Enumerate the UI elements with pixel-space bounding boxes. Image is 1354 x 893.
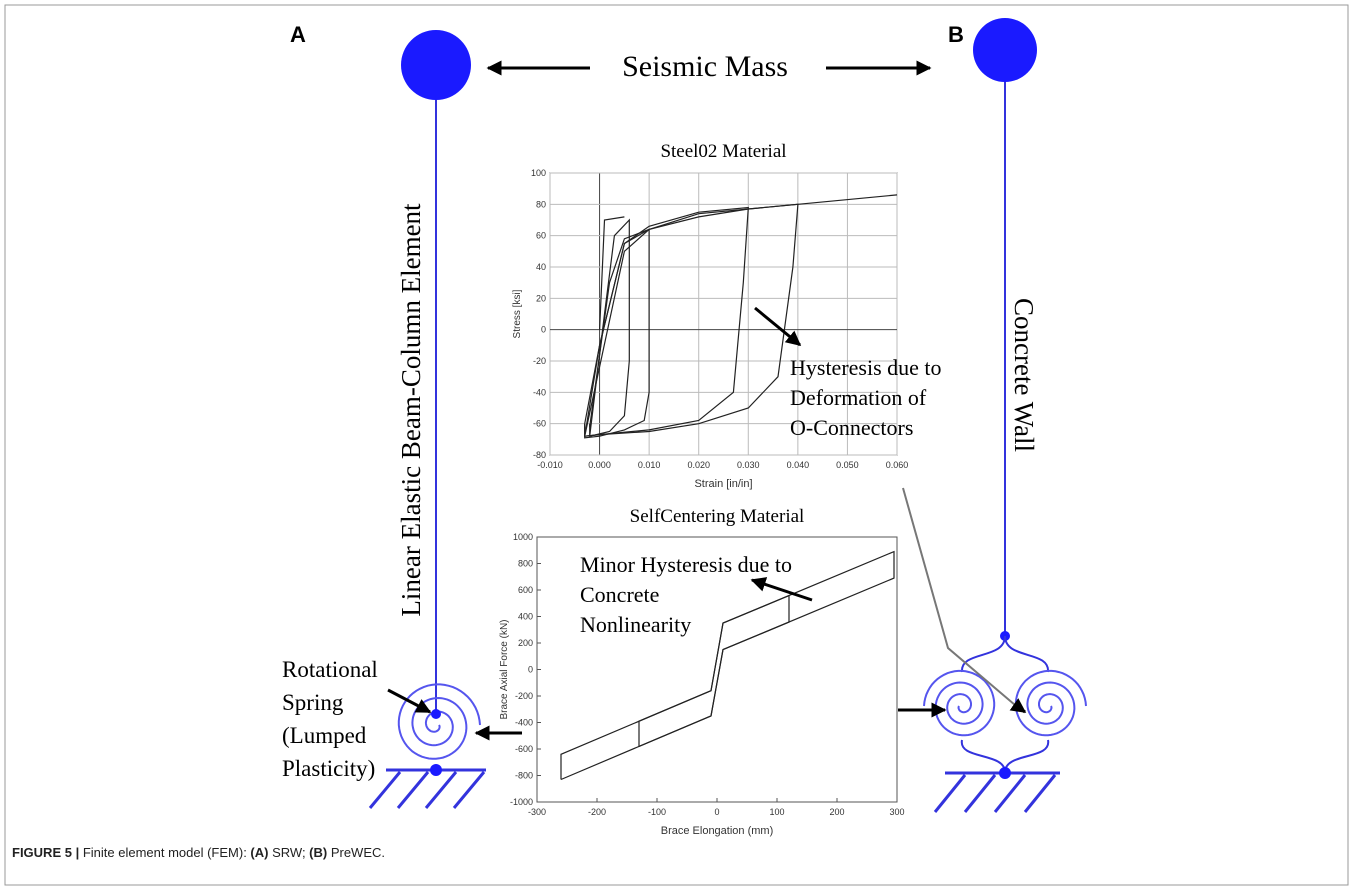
spiral	[923, 669, 996, 737]
x-tick-label: -0.010	[537, 460, 563, 470]
text-line: O-Connectors	[790, 415, 913, 440]
mass	[973, 18, 1037, 82]
x-tick-label: 0.010	[638, 460, 661, 470]
caption-part: (B)	[309, 845, 328, 860]
charts: Steel02 Material Strain [in/in] Stress [ks…	[499, 141, 908, 837]
x-tick-label: 200	[829, 807, 844, 817]
y-tick-label: -400	[515, 718, 533, 728]
caption-part: SRW;	[268, 845, 310, 860]
y-tick-label: 800	[518, 559, 533, 569]
spring-label: Rotational Spring (Lumped Plasticity)	[282, 657, 378, 781]
plot-area	[536, 536, 898, 803]
text-line: Concrete	[580, 582, 659, 607]
y-tick-label: -20	[533, 356, 546, 366]
y-tick-label: 400	[518, 612, 533, 622]
wall-label: Concrete Wall	[1009, 298, 1039, 452]
chart-title: Steel02 Material	[660, 141, 786, 162]
curve	[638, 594, 790, 747]
wall-link	[960, 635, 1050, 773]
text-line: Hysteresis due to	[790, 355, 942, 380]
column-label: Linear Elastic Beam-Column Element	[396, 203, 426, 617]
plot-area	[549, 172, 898, 456]
y-tick-label: 0	[528, 665, 533, 675]
arrow	[754, 306, 802, 347]
y-tick-label: 1000	[513, 532, 533, 542]
panel-label: A	[290, 22, 306, 47]
spring	[397, 683, 481, 760]
curve	[584, 228, 650, 439]
caption-part: FIGURE 5 |	[12, 845, 80, 860]
y-tick-label: -800	[515, 771, 533, 781]
leader-line	[902, 487, 1016, 706]
spiral	[1014, 669, 1087, 737]
x-tick-label: 0.030	[737, 460, 760, 470]
hatch	[368, 771, 486, 809]
text-line: (Lumped	[282, 723, 367, 748]
y-tick-label: -80	[533, 450, 546, 460]
mass	[401, 30, 471, 100]
y-tick-label: 0	[541, 325, 546, 335]
node	[999, 767, 1011, 779]
x-axis-label: Strain [in/in]	[694, 478, 752, 490]
text-line: Minor Hysteresis due to	[580, 552, 792, 577]
y-tick-label: 600	[518, 585, 533, 595]
y-tick-label: 100	[531, 168, 546, 178]
x-tick-label: 0.000	[588, 460, 611, 470]
y-tick-label: 40	[536, 262, 546, 272]
x-tick-label: 0.020	[687, 460, 710, 470]
caption-part: Finite element model (FEM):	[79, 845, 251, 860]
y-tick-label: -200	[515, 691, 533, 701]
frame	[4, 4, 1349, 886]
y-tick-label: -600	[515, 744, 533, 754]
y-tick-label: 200	[518, 638, 533, 648]
x-tick-label: 0.050	[836, 460, 859, 470]
x-tick-label: 300	[889, 807, 904, 817]
caption-part: PreWEC.	[327, 845, 386, 860]
text-line: Spring	[282, 690, 344, 715]
text-line: Rotational	[282, 657, 378, 682]
curve	[599, 216, 625, 330]
hatch	[933, 774, 1057, 813]
y-tick-label: -1000	[510, 797, 533, 807]
x-tick-label: -300	[528, 807, 546, 817]
text-line: Deformation of	[790, 385, 927, 410]
x-tick-label: -100	[648, 807, 666, 817]
arrow	[1009, 698, 1027, 714]
arrow	[387, 688, 432, 714]
text-line: Plasticity)	[282, 756, 375, 781]
node	[431, 709, 441, 719]
node	[430, 764, 442, 776]
caption: FIGURE 5 | Finite element model (FEM): (…	[12, 845, 385, 860]
chart-title: SelfCentering Material	[630, 506, 805, 527]
arrow	[750, 577, 813, 602]
x-tick-label: -200	[588, 807, 606, 817]
y-axis-label: Brace Axial Force (kN)	[499, 619, 510, 719]
spiral	[397, 683, 481, 760]
y-tick-label: 80	[536, 199, 546, 209]
caption-part: (A)	[250, 845, 269, 860]
x-tick-label: 0	[714, 807, 719, 817]
panel-label: B	[948, 22, 964, 47]
y-tick-label: 20	[536, 293, 546, 303]
y-tick-label: 60	[536, 231, 546, 241]
y-tick-label: -60	[533, 419, 546, 429]
x-tick-label: 0.040	[787, 460, 810, 470]
spring	[923, 669, 1087, 737]
y-axis-label: Stress [ksi]	[512, 289, 523, 338]
x-tick-label: 0.060	[886, 460, 909, 470]
seismic-mass-label: Seismic Mass	[622, 50, 788, 83]
text-line: Nonlinearity	[580, 612, 691, 637]
x-axis-label: Brace Elongation (mm)	[661, 825, 774, 837]
y-tick-label: -40	[533, 387, 546, 397]
curve	[584, 194, 898, 437]
x-tick-label: 100	[769, 807, 784, 817]
sc-note: Minor Hysteresis due to Concrete Nonline…	[580, 552, 792, 637]
steel-note: Hysteresis due to Deformation of O-Conne…	[790, 355, 942, 440]
